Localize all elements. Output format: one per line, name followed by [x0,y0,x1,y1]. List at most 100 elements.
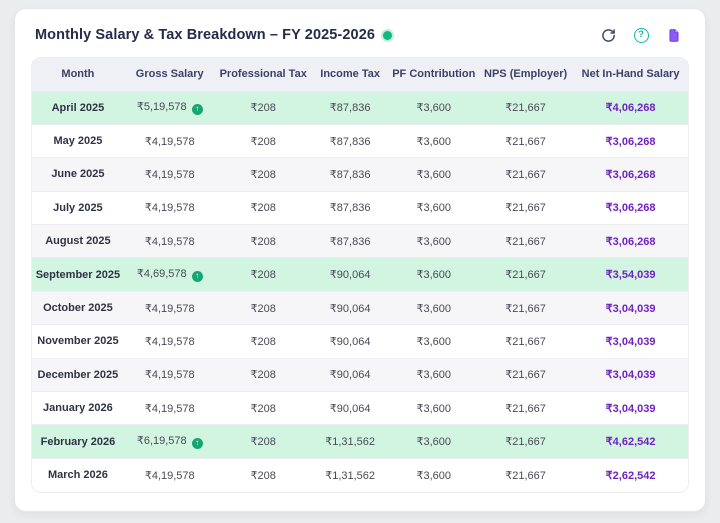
professional-tax-cell: ₹208 [215,324,311,359]
pf-contribution-cell: ₹3,600 [389,324,479,359]
month-cell: August 2025 [32,224,124,258]
table-row: October 2025 ₹4,19,578 ₹208 ₹90,064 ₹3,6… [32,290,688,325]
net-in-hand-cell: ₹4,62,542 [573,424,688,459]
table-row: September 2025 ₹4,69,578 ↑ ₹208 ₹90,064 ₹… [32,257,688,292]
income-tax-cell: ₹87,836 [310,224,390,258]
month-cell: October 2025 [32,290,124,325]
gross-salary-cell: ₹4,19,578 [123,457,216,492]
net-in-hand-cell: ₹3,04,039 [573,324,688,359]
nps-employer-cell: ₹21,667 [478,190,574,225]
professional-tax-cell: ₹208 [215,290,311,325]
pf-contribution-cell: ₹3,600 [389,391,479,425]
month-cell: March 2026 [32,457,124,492]
bonus-indicator-icon[interactable]: ↑ [191,103,203,115]
gross-salary-cell: ₹4,69,578 ↑ [123,257,216,292]
column-header-pf-contribution: PF Contribution [389,58,479,91]
gross-salary-cell: ₹4,19,578 [123,224,216,258]
month-cell: February 2026 [32,424,124,459]
income-tax-cell: ₹1,31,562 [310,424,390,459]
net-in-hand-cell: ₹3,54,039 [573,257,688,292]
gross-salary-cell: ₹4,19,578 [123,190,216,225]
net-in-hand-cell: ₹3,06,268 [573,157,688,192]
nps-employer-cell: ₹21,667 [478,224,574,258]
net-in-hand-cell: ₹2,62,542 [573,457,688,492]
professional-tax-cell: ₹208 [215,357,311,392]
pf-contribution-cell: ₹3,600 [389,424,479,459]
column-header-income-tax: Income Tax [310,58,390,91]
nps-employer-cell: ₹21,667 [478,424,574,459]
pf-contribution-cell: ₹3,600 [389,224,479,258]
column-header-professional-tax: Professional Tax [215,58,311,91]
income-tax-cell: ₹90,064 [310,290,390,325]
net-in-hand-cell: ₹3,04,039 [573,391,688,425]
column-header-net-in-hand: Net In-Hand Salary [573,58,688,91]
gross-salary-cell: ₹6,19,578 ↑ [123,424,216,459]
help-icon: ? [633,27,649,43]
table-row: December 2025 ₹4,19,578 ₹208 ₹90,064 ₹3,… [32,357,688,392]
nps-employer-cell: ₹21,667 [478,457,574,492]
net-in-hand-cell: ₹3,06,268 [573,123,688,158]
net-in-hand-cell: ₹3,04,039 [573,290,688,325]
net-in-hand-cell: ₹3,04,039 [573,357,688,392]
professional-tax-cell: ₹208 [215,457,311,492]
salary-table: Month Gross Salary Professional Tax Inco… [32,58,688,492]
help-button[interactable]: ? [632,26,650,44]
professional-tax-cell: ₹208 [215,190,311,225]
professional-tax-cell: ₹208 [215,123,311,158]
bonus-indicator-icon[interactable]: ↑ [191,437,203,449]
card-header: Monthly Salary & Tax Breakdown – FY 2025… [15,9,705,57]
gross-salary-cell: ₹4,19,578 [123,290,216,325]
refresh-icon [601,28,616,43]
nps-employer-cell: ₹21,667 [478,357,574,392]
income-tax-cell: ₹90,064 [310,257,390,292]
document-icon [667,28,681,43]
bonus-indicator-icon[interactable]: ↑ [191,270,203,282]
column-header-gross-salary: Gross Salary [123,58,216,91]
table-row: June 2025 ₹4,19,578 ₹208 ₹87,836 ₹3,600 … [32,157,688,192]
net-in-hand-cell: ₹4,06,268 [573,90,688,125]
pf-contribution-cell: ₹3,600 [389,257,479,292]
month-cell: June 2025 [32,157,124,192]
export-report-button[interactable] [665,26,683,44]
table-row: July 2025 ₹4,19,578 ₹208 ₹87,836 ₹3,600 … [32,190,688,225]
income-tax-cell: ₹87,836 [310,190,390,225]
professional-tax-cell: ₹208 [215,224,311,258]
table-row: February 2026 ₹6,19,578 ↑ ₹208 ₹1,31,562 … [32,424,688,459]
month-cell: November 2025 [32,324,124,359]
gross-salary-cell: ₹4,19,578 [123,324,216,359]
table-row: March 2026 ₹4,19,578 ₹208 ₹1,31,562 ₹3,6… [32,457,688,492]
gross-salary-cell: ₹4,19,578 [123,391,216,425]
month-cell: May 2025 [32,123,124,158]
gross-salary-cell: ₹4,19,578 [123,357,216,392]
refresh-button[interactable] [599,26,617,44]
month-cell: January 2026 [32,391,124,425]
professional-tax-cell: ₹208 [215,424,311,459]
professional-tax-cell: ₹208 [215,157,311,192]
gross-salary-cell: ₹5,19,578 ↑ [123,90,216,125]
toolbar: ? [599,26,683,44]
month-cell: July 2025 [32,190,124,225]
pf-contribution-cell: ₹3,600 [389,290,479,325]
column-header-nps-employer: NPS (Employer) [478,58,574,91]
income-tax-cell: ₹90,064 [310,357,390,392]
pf-contribution-cell: ₹3,600 [389,190,479,225]
table-row: May 2025 ₹4,19,578 ₹208 ₹87,836 ₹3,600 ₹… [32,123,688,158]
net-in-hand-cell: ₹3,06,268 [573,190,688,225]
income-tax-cell: ₹87,836 [310,90,390,125]
table-row: November 2025 ₹4,19,578 ₹208 ₹90,064 ₹3,… [32,324,688,359]
pf-contribution-cell: ₹3,600 [389,123,479,158]
income-tax-cell: ₹90,064 [310,391,390,425]
pf-contribution-cell: ₹3,600 [389,157,479,192]
salary-table-container: Month Gross Salary Professional Tax Inco… [31,57,689,493]
income-tax-cell: ₹90,064 [310,324,390,359]
pf-contribution-cell: ₹3,600 [389,357,479,392]
professional-tax-cell: ₹208 [215,257,311,292]
month-cell: April 2025 [32,90,124,125]
professional-tax-cell: ₹208 [215,90,311,125]
nps-employer-cell: ₹21,667 [478,324,574,359]
income-tax-cell: ₹87,836 [310,123,390,158]
page-title: Monthly Salary & Tax Breakdown – FY 2025… [35,27,376,43]
nps-employer-cell: ₹21,667 [478,123,574,158]
gross-salary-cell: ₹4,19,578 [123,123,216,158]
nps-employer-cell: ₹21,667 [478,157,574,192]
